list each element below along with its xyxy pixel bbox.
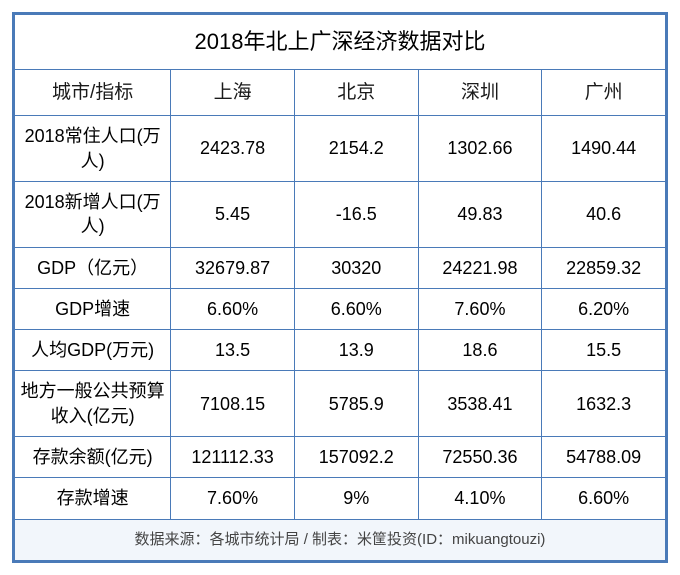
row-label: 存款余额(亿元): [15, 437, 171, 478]
cell-value: 4.10%: [418, 478, 542, 519]
row-label: GDP（亿元）: [15, 247, 171, 288]
cell-value: 22859.32: [542, 247, 666, 288]
table-title: 2018年北上广深经济数据对比: [15, 15, 666, 70]
cell-value: 49.83: [418, 181, 542, 247]
row-label: 人均GDP(万元): [15, 330, 171, 371]
cell-value: 1490.44: [542, 116, 666, 182]
cell-value: 7.60%: [171, 478, 295, 519]
cell-value: 9%: [294, 478, 418, 519]
cell-value: 6.20%: [542, 288, 666, 329]
cell-value: 3538.41: [418, 371, 542, 437]
row-label: 2018新增人口(万人): [15, 181, 171, 247]
cell-value: 157092.2: [294, 437, 418, 478]
cell-value: 72550.36: [418, 437, 542, 478]
cell-value: 13.9: [294, 330, 418, 371]
cell-value: -16.5: [294, 181, 418, 247]
header-label: 城市/指标: [15, 69, 171, 116]
cell-value: 32679.87: [171, 247, 295, 288]
footer-row: 数据来源：各城市统计局 / 制表：米筐投资(ID：mikuangtouzi): [15, 519, 666, 560]
economic-comparison-table: 2018年北上广深经济数据对比 城市/指标 上海 北京 深圳 广州 2018常住…: [12, 12, 668, 563]
cell-value: 18.6: [418, 330, 542, 371]
cell-value: 6.60%: [542, 478, 666, 519]
title-row: 2018年北上广深经济数据对比: [15, 15, 666, 70]
cell-value: 2154.2: [294, 116, 418, 182]
table-row: GDP（亿元） 32679.87 30320 24221.98 22859.32: [15, 247, 666, 288]
cell-value: 40.6: [542, 181, 666, 247]
data-table: 2018年北上广深经济数据对比 城市/指标 上海 北京 深圳 广州 2018常住…: [14, 14, 666, 561]
column-header: 广州: [542, 69, 666, 116]
cell-value: 24221.98: [418, 247, 542, 288]
cell-value: 5785.9: [294, 371, 418, 437]
table-row: 人均GDP(万元) 13.5 13.9 18.6 15.5: [15, 330, 666, 371]
column-header: 北京: [294, 69, 418, 116]
cell-value: 5.45: [171, 181, 295, 247]
cell-value: 13.5: [171, 330, 295, 371]
table-row: 地方一般公共预算收入(亿元) 7108.15 5785.9 3538.41 16…: [15, 371, 666, 437]
column-header: 上海: [171, 69, 295, 116]
cell-value: 1302.66: [418, 116, 542, 182]
cell-value: 2423.78: [171, 116, 295, 182]
cell-value: 121112.33: [171, 437, 295, 478]
table-row: 2018新增人口(万人) 5.45 -16.5 49.83 40.6: [15, 181, 666, 247]
table-footer: 数据来源：各城市统计局 / 制表：米筐投资(ID：mikuangtouzi): [15, 519, 666, 560]
table-row: 存款增速 7.60% 9% 4.10% 6.60%: [15, 478, 666, 519]
cell-value: 6.60%: [171, 288, 295, 329]
cell-value: 1632.3: [542, 371, 666, 437]
table-row: GDP增速 6.60% 6.60% 7.60% 6.20%: [15, 288, 666, 329]
cell-value: 15.5: [542, 330, 666, 371]
column-header: 深圳: [418, 69, 542, 116]
table-row: 2018常住人口(万人) 2423.78 2154.2 1302.66 1490…: [15, 116, 666, 182]
table-body: 2018常住人口(万人) 2423.78 2154.2 1302.66 1490…: [15, 116, 666, 519]
row-label: 存款增速: [15, 478, 171, 519]
cell-value: 54788.09: [542, 437, 666, 478]
row-label: 2018常住人口(万人): [15, 116, 171, 182]
header-row: 城市/指标 上海 北京 深圳 广州: [15, 69, 666, 116]
cell-value: 30320: [294, 247, 418, 288]
cell-value: 7.60%: [418, 288, 542, 329]
cell-value: 7108.15: [171, 371, 295, 437]
row-label: GDP增速: [15, 288, 171, 329]
cell-value: 6.60%: [294, 288, 418, 329]
table-row: 存款余额(亿元) 121112.33 157092.2 72550.36 547…: [15, 437, 666, 478]
row-label: 地方一般公共预算收入(亿元): [15, 371, 171, 437]
